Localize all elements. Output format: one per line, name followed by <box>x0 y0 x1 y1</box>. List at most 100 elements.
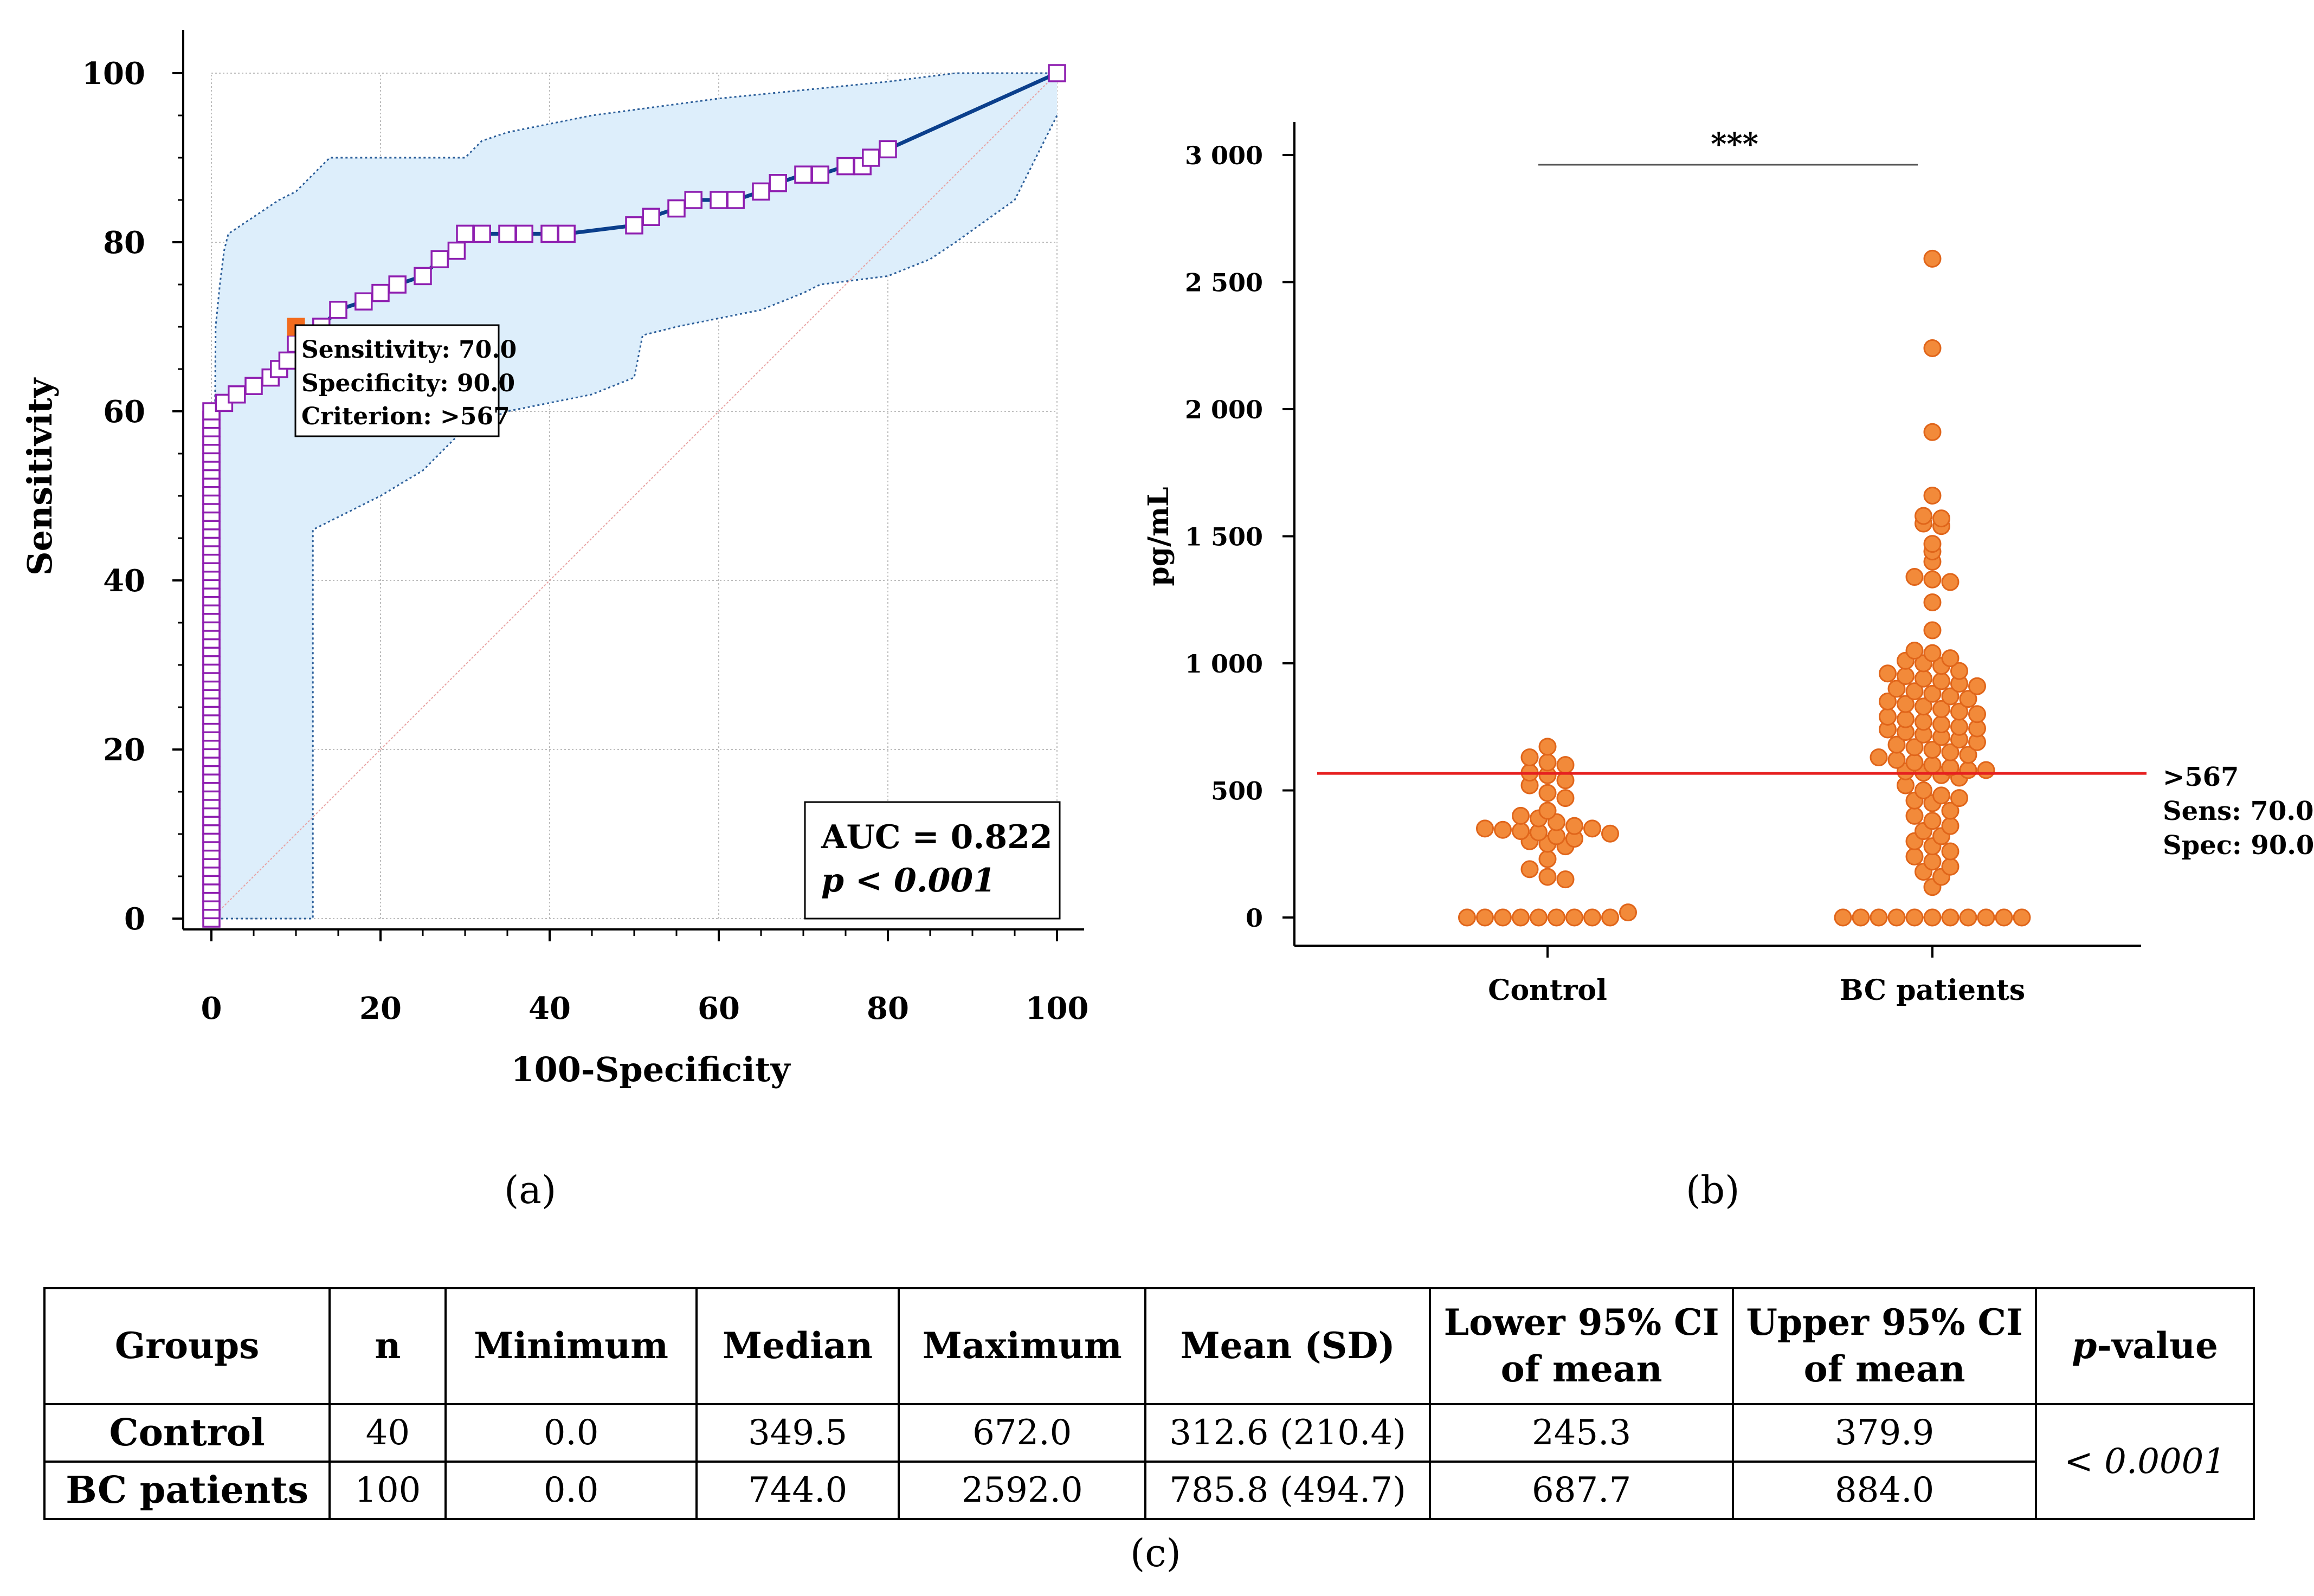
roc-x-tick-label: 0 <box>201 991 222 1026</box>
dot-control <box>1538 868 1557 886</box>
dot-bc-patient <box>1905 753 1924 772</box>
dot-control <box>1556 756 1575 774</box>
roc-x-tick-label: 80 <box>867 991 909 1026</box>
roc-marker <box>811 165 829 184</box>
dot-control <box>1512 806 1530 825</box>
roc-marker <box>710 191 728 209</box>
cell-lower-ci: 245.3 <box>1429 1403 1735 1463</box>
dot-control <box>1520 860 1539 878</box>
roc-x-tick-label: 40 <box>528 991 571 1026</box>
dot-bc-patient <box>1977 908 1995 927</box>
dot-bc-patient <box>1905 568 1924 586</box>
dot-bc-patient <box>1923 756 1942 774</box>
roc-x-axis-label: 100-Specificity <box>511 1050 791 1089</box>
col-header-groups: Groups <box>43 1287 331 1405</box>
auc-box: AUC = 0.822 p < 0.001 <box>804 801 1061 920</box>
dot-control <box>1538 753 1557 772</box>
cell-n: 40 <box>328 1403 447 1463</box>
roc-marker <box>456 224 474 243</box>
panel-label-c: (c) <box>1130 1531 1181 1575</box>
dot-control <box>1520 748 1539 767</box>
dot-control <box>1538 738 1557 756</box>
roc-marker <box>371 283 390 302</box>
roc-ci-upper-border <box>210 72 1057 919</box>
dot-bc-patient <box>1923 852 1942 871</box>
dot-bc-patient <box>1977 761 1995 779</box>
roc-marker <box>1048 64 1066 82</box>
dot-control <box>1538 802 1557 820</box>
roc-marker <box>278 351 297 370</box>
roc-y-tick-label: 20 <box>103 732 145 768</box>
col-header-mean-sd: Mean (SD) <box>1144 1287 1432 1405</box>
dot-control <box>1583 819 1601 838</box>
dot-control <box>1601 824 1619 843</box>
dot-bc-patient <box>1968 705 1986 723</box>
auc-p-value: p < 0.001 <box>821 862 996 900</box>
cell-lower-ci: 687.7 <box>1429 1461 1735 1520</box>
dot-bc-patient <box>1915 781 1932 799</box>
cell-group: Control <box>43 1403 331 1463</box>
dot-control <box>1565 817 1583 835</box>
category-label-bc-patients: BC patients <box>1840 974 2025 1007</box>
col-header-upper-ci: Upper 95% CI of mean <box>1732 1287 2038 1405</box>
roc-marker <box>794 165 813 184</box>
significance-stars: *** <box>1711 126 1758 162</box>
annotation-box <box>294 324 500 437</box>
col-header-median: Median <box>695 1287 900 1405</box>
dot-bc-patient <box>1915 669 1932 688</box>
dot-bc-patient <box>1950 789 1968 807</box>
dot-bc-patient <box>1905 806 1924 825</box>
dot-bc-patient <box>1905 682 1924 701</box>
table-row: BC patients 100 0.0 744.0 2592.0 785.8 (… <box>43 1461 2254 1520</box>
dot-bc-patient <box>1941 649 1960 668</box>
annotation-criterion: Criterion: >567 <box>301 403 510 430</box>
col-header-maximum: Maximum <box>898 1287 1147 1405</box>
p-value-suffix: -value <box>2097 1324 2218 1367</box>
roc-marker <box>228 385 246 404</box>
dot-bc-patient <box>1852 908 1870 927</box>
roc-y-tick-label: 60 <box>103 394 145 430</box>
roc-y-tick-label: 100 <box>82 56 145 92</box>
cell-min: 0.0 <box>444 1403 698 1463</box>
dot-bc-patient <box>1870 908 1888 927</box>
dot-bc-patient <box>1905 908 1924 927</box>
roc-y-tick-label: 0 <box>124 901 145 937</box>
dot-bc-patient <box>1923 486 1942 505</box>
dot-y-tick-label: 2 000 <box>1185 395 1263 424</box>
dot-bc-patient <box>1932 672 1950 690</box>
table-row: Control 40 0.0 349.5 672.0 312.6 (210.4)… <box>43 1403 2255 1520</box>
roc-marker <box>473 224 491 243</box>
dot-control <box>1601 908 1619 927</box>
dot-bc-patient <box>1941 817 1960 835</box>
lower-ci-line2: of mean <box>1500 1348 1662 1390</box>
dot-bc-patient <box>1959 761 1977 779</box>
dot-bc-patient <box>1923 339 1942 357</box>
dot-control <box>1583 908 1601 927</box>
roc-marker <box>354 292 373 311</box>
cell-mean-sd: 312.6 (210.4) <box>1144 1403 1432 1463</box>
dot-control <box>1494 820 1512 839</box>
dot-bc-patient <box>1959 908 1977 927</box>
dot-bc-patient <box>1959 746 1977 764</box>
dot-control <box>1458 908 1476 927</box>
dot-bc-patient <box>1968 677 1986 695</box>
cell-min: 0.0 <box>444 1461 698 1520</box>
col-header-minimum: Minimum <box>444 1287 698 1405</box>
panel-label-a: (a) <box>504 1168 557 1212</box>
dot-control <box>1556 789 1575 807</box>
roc-markers <box>202 64 1066 928</box>
cell-n: 100 <box>328 1461 447 1520</box>
cutoff-spec: Spec: 90.0 <box>2163 830 2314 861</box>
auc-value: AUC = 0.822 <box>821 818 1053 856</box>
dot-plot-tick-labels: 0 500 1 000 1 500 2 000 2 500 3 000 <box>1185 141 1263 933</box>
col-header-p-value: p-value <box>2035 1287 2255 1405</box>
dot-bc-patient <box>1932 715 1950 734</box>
dot-bc-patient <box>1887 680 1906 698</box>
roc-tick-labels: 0 20 40 60 80 100 0 20 40 60 80 100 <box>82 56 1088 1026</box>
dot-bc-patient <box>1932 786 1950 805</box>
dot-y-axis-label: pg/mL <box>1142 487 1175 586</box>
dot-bc-patient <box>1995 908 2013 927</box>
dot-bc-patient <box>1870 748 1888 767</box>
lower-ci-line1: Lower 95% CI <box>1443 1301 1719 1344</box>
